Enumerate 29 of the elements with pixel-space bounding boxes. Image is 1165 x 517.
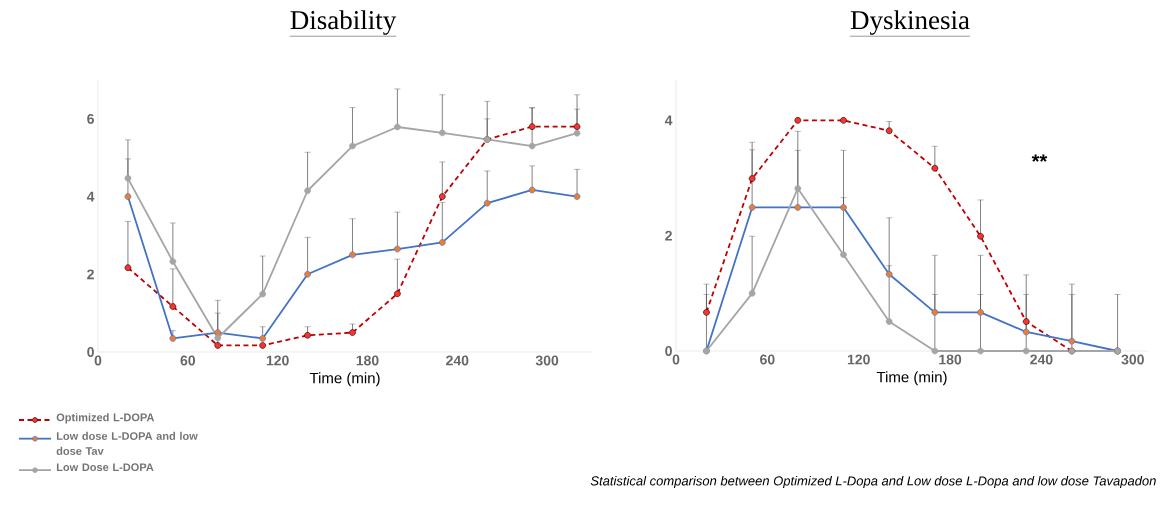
- y-tick-label: 0: [665, 346, 672, 356]
- y-tick-label: 6: [87, 113, 94, 124]
- x-tick-label: 300: [1121, 354, 1144, 365]
- x-tick-label: 240: [446, 355, 469, 366]
- chart-title: Dyskinesia: [850, 10, 970, 35]
- legend-label: Optimized L-DOPA: [56, 413, 155, 424]
- point: [214, 329, 222, 336]
- x-tick-label: 60: [760, 354, 775, 365]
- x-tick-label: 300: [535, 355, 559, 366]
- x-axis-title: Time (min): [876, 371, 947, 386]
- legend-label: Low Dose L-DOPA: [56, 463, 154, 472]
- y-tick-label: 2: [87, 269, 94, 280]
- annotation: **: [1031, 154, 1048, 162]
- y-tick-label: 2: [665, 230, 672, 241]
- x-tick-label: 180: [356, 355, 379, 366]
- x-tick-label: 120: [847, 354, 870, 365]
- x-axis-title: Time (min): [309, 372, 380, 387]
- chart-title: Disability: [290, 10, 397, 35]
- x-tick-label: 60: [180, 355, 196, 366]
- text: Statistical comparison between Optimized L-Dopa and Low dose L-Dopa and low dose Tavapadon: [590, 475, 1156, 489]
- y-tick-label: 0: [87, 347, 94, 357]
- x-tick-label: 120: [266, 355, 289, 366]
- x-tick-label: 0: [94, 355, 102, 366]
- x-tick-label: 0: [672, 354, 680, 365]
- legend-label: Low dose L-DOPA and low dose Tav: [56, 431, 198, 455]
- x-tick-label: 180: [939, 354, 962, 365]
- y-tick-label: 4: [664, 115, 673, 126]
- y-tick-label: 4: [86, 191, 95, 202]
- x-tick-label: 240: [1030, 354, 1053, 365]
